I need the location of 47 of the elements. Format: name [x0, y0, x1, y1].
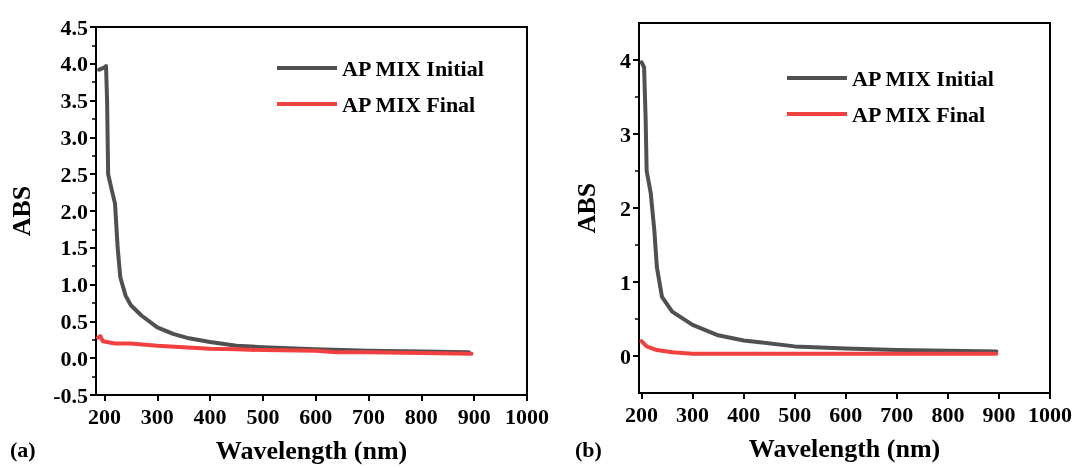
y-tick-label: 0.0 [60, 345, 88, 371]
y-tick-label: 2 [620, 195, 631, 221]
x-tick-label: 400 [193, 403, 227, 429]
x-tick-label: 600 [829, 401, 863, 427]
legend-label: AP MIX Initial [342, 55, 484, 81]
x-tick-label: 500 [778, 401, 812, 427]
text: (b) [575, 436, 602, 462]
y-axis-title: ABS [571, 182, 601, 234]
y-tick-label: 0.5 [60, 308, 88, 334]
y-tick-label: 1 [620, 269, 631, 295]
x-tick-label: 800 [404, 403, 438, 429]
line-series [96, 334, 474, 356]
x-tick-label: 400 [727, 401, 761, 427]
y-tick-label: 3 [620, 121, 631, 147]
legend-label: AP MIX Final [342, 91, 476, 117]
y-tick-label: 4 [620, 47, 631, 73]
y-tick-label: 4.0 [60, 51, 88, 77]
x-axis-title: Wavelength (nm) [215, 435, 408, 465]
y-tick-label: 4.5 [60, 14, 88, 40]
y-tick-label: 3.5 [60, 88, 88, 114]
y-tick-label: 2.0 [60, 198, 88, 224]
legend-label: AP MIX Initial [852, 65, 994, 91]
line-series [639, 60, 999, 354]
x-tick-label: 900 [982, 401, 1016, 427]
x-tick-label: 900 [457, 403, 491, 429]
x-tick-label: 700 [352, 403, 386, 429]
legend-label: AP MIX Final [852, 101, 986, 127]
x-tick-label: 200 [625, 401, 659, 427]
x-tick-label: 1000 [1028, 401, 1072, 427]
y-tick-label: -0.5 [53, 382, 88, 408]
x-axis-title: Wavelength (nm) [748, 433, 941, 463]
x-tick-label: 700 [880, 401, 914, 427]
text: (a) [10, 436, 36, 462]
y-tick-label: 1.0 [60, 272, 88, 298]
x-tick-label: 500 [246, 403, 280, 429]
y-tick-label: 1.5 [60, 235, 88, 261]
x-tick-label: 600 [299, 403, 333, 429]
x-tick-label: 300 [140, 403, 174, 429]
y-tick-label: 0 [620, 343, 631, 369]
x-tick-label: 200 [87, 403, 121, 429]
y-axis-title: ABS [6, 185, 36, 237]
x-tick-label: 1000 [505, 403, 549, 429]
y-tick-label: 2.5 [60, 161, 88, 187]
line-series [639, 339, 999, 356]
x-tick-label: 800 [931, 401, 965, 427]
y-tick-label: 3.0 [60, 124, 88, 150]
x-tick-label: 300 [676, 401, 710, 427]
